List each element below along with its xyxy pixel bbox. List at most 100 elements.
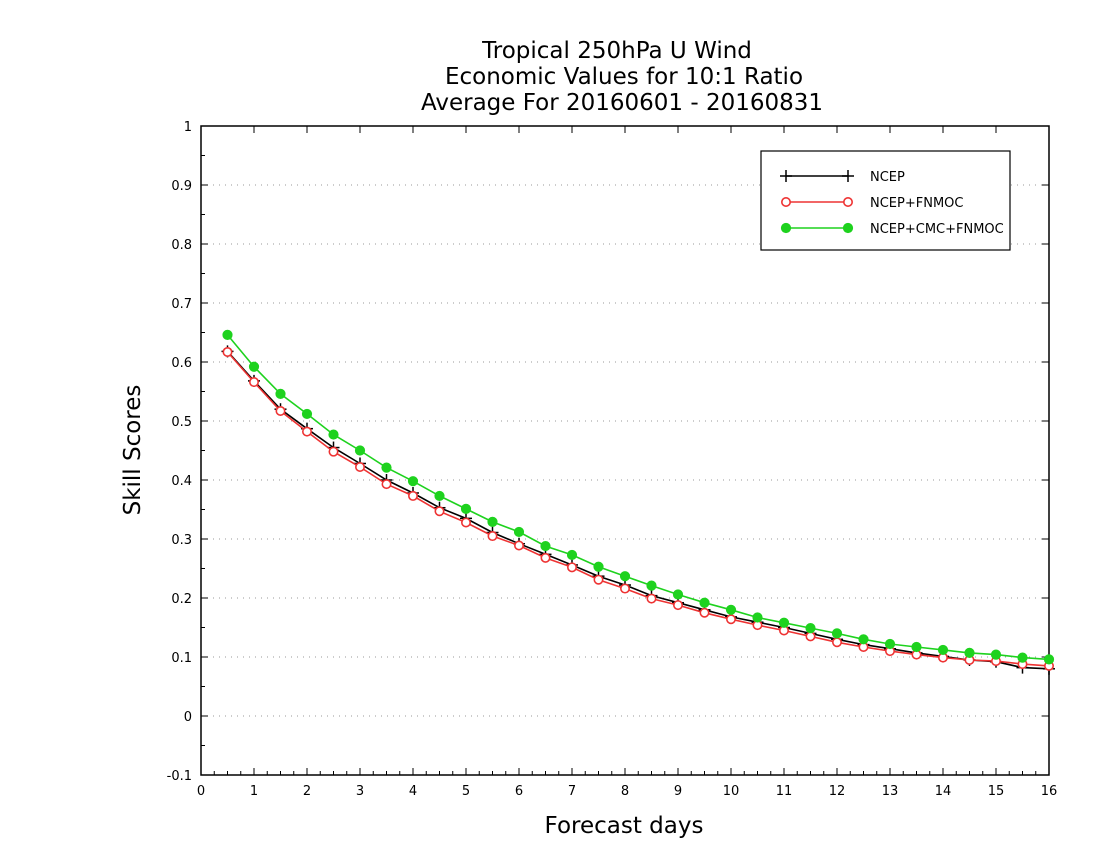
data-point (646, 593, 657, 604)
y-tick-label: 0.2 (171, 592, 192, 607)
series-line (226, 351, 1050, 667)
x-tick-label: 9 (674, 784, 682, 799)
data-point (540, 540, 551, 552)
data-point (354, 445, 366, 456)
chart-title: Tropical 250hPa U Wind Economic Values f… (421, 38, 823, 116)
data-point (328, 429, 339, 440)
data-point (540, 552, 551, 563)
data-point (937, 644, 949, 656)
x-tick-label: 6 (515, 784, 523, 799)
data-point (328, 446, 339, 457)
x-tick-label: 16 (1041, 784, 1058, 799)
data-point (831, 628, 843, 639)
data-point (752, 612, 763, 623)
data-point (964, 647, 975, 658)
data-point (831, 637, 842, 648)
legend-marker (780, 170, 792, 182)
y-tick-label: 0.7 (171, 297, 192, 312)
data-point (619, 571, 631, 582)
data-point (858, 634, 869, 645)
data-point (460, 517, 471, 528)
y-axis-title: Skill Scores (120, 385, 146, 516)
legend-label: NCEP+FNMOC (870, 196, 963, 211)
x-tick-label: 10 (723, 784, 740, 799)
data-point (460, 503, 472, 515)
data-point (301, 426, 312, 437)
data-point (566, 549, 578, 561)
legend-box (760, 150, 1011, 251)
gridlines (201, 184, 1049, 717)
data-point (407, 490, 418, 501)
y-tick-label: -0.1 (167, 769, 192, 784)
data-point (593, 574, 604, 585)
y-tick-label: 0.6 (171, 356, 192, 371)
data-point (805, 631, 816, 642)
x-tick-label: 0 (197, 784, 205, 799)
data-point (619, 583, 630, 594)
x-axis-title: Forecast days (545, 813, 704, 839)
x-tick-label: 12 (829, 784, 846, 799)
data-point (566, 562, 577, 573)
data-point (805, 622, 816, 634)
y-tick-label: 0.8 (171, 238, 192, 253)
data-point (301, 408, 313, 420)
legend-marker (842, 222, 854, 234)
data-point (778, 617, 790, 628)
legend-item: NCEP+FNMOC (780, 196, 963, 211)
y-tick-label: 1 (184, 120, 192, 135)
data-point (275, 388, 286, 399)
x-tick-label: 8 (621, 784, 629, 799)
y-tick-label: 0.5 (171, 415, 192, 430)
legend: NCEP NCEP+FNMOC NCEP+CMC+FNMOC (760, 150, 1011, 251)
data-point (407, 476, 419, 487)
series-line (226, 350, 1050, 670)
x-tick-label: 4 (409, 784, 417, 799)
data-point (593, 561, 604, 572)
data-point (911, 641, 922, 653)
y-axis-ticks: -0.1 0 0.1 0.2 0.3 0.4 0.5 0.6 0.7 0.8 0.9 1 (167, 120, 1049, 784)
legend-marker (780, 222, 792, 234)
data-point (434, 490, 445, 502)
x-tick-label: 5 (462, 784, 470, 799)
data-point (434, 506, 445, 517)
data-point (672, 589, 684, 600)
data-point (513, 526, 525, 538)
x-axis-ticks: 0 1 2 3 4 5 6 7 8 9 10 11 12 13 14 15 16 (197, 126, 1057, 799)
legend-label: NCEP (870, 170, 905, 185)
x-tick-label: 13 (882, 784, 899, 799)
legend-item: NCEP (780, 170, 905, 185)
data-point (990, 649, 1002, 660)
legend-marker (842, 170, 854, 182)
data-point (725, 604, 737, 615)
data-point (275, 405, 286, 416)
data-point (1043, 654, 1055, 665)
series-0 (221, 345, 1055, 675)
data-point (487, 531, 498, 542)
data-point (222, 329, 233, 340)
data-point (487, 516, 498, 527)
x-tick-label: 2 (303, 784, 311, 799)
data-point (248, 361, 260, 372)
x-tick-label: 11 (776, 784, 793, 799)
data-point (222, 346, 233, 357)
series-layer (221, 329, 1055, 675)
data-point (354, 462, 365, 473)
y-tick-label: 0.3 (171, 533, 192, 548)
chart-title-line-1: Tropical 250hPa U Wind (481, 38, 752, 64)
series-1 (222, 346, 1055, 671)
x-tick-label: 1 (250, 784, 258, 799)
data-point (1017, 652, 1028, 663)
data-point (699, 597, 710, 608)
data-point (381, 462, 392, 473)
y-tick-label: 0.1 (171, 651, 192, 666)
data-point (672, 600, 683, 611)
chart-title-line-2: Economic Values for 10:1 Ratio (445, 64, 803, 90)
x-tick-label: 3 (356, 784, 364, 799)
x-tick-label: 15 (988, 784, 1005, 799)
data-point (725, 614, 736, 625)
legend-item: NCEP+CMC+FNMOC (780, 222, 1004, 237)
data-point (381, 479, 392, 490)
legend-marker (780, 197, 791, 208)
data-point (249, 377, 260, 388)
chart-title-line-3: Average For 20160601 - 20160831 (421, 90, 823, 116)
